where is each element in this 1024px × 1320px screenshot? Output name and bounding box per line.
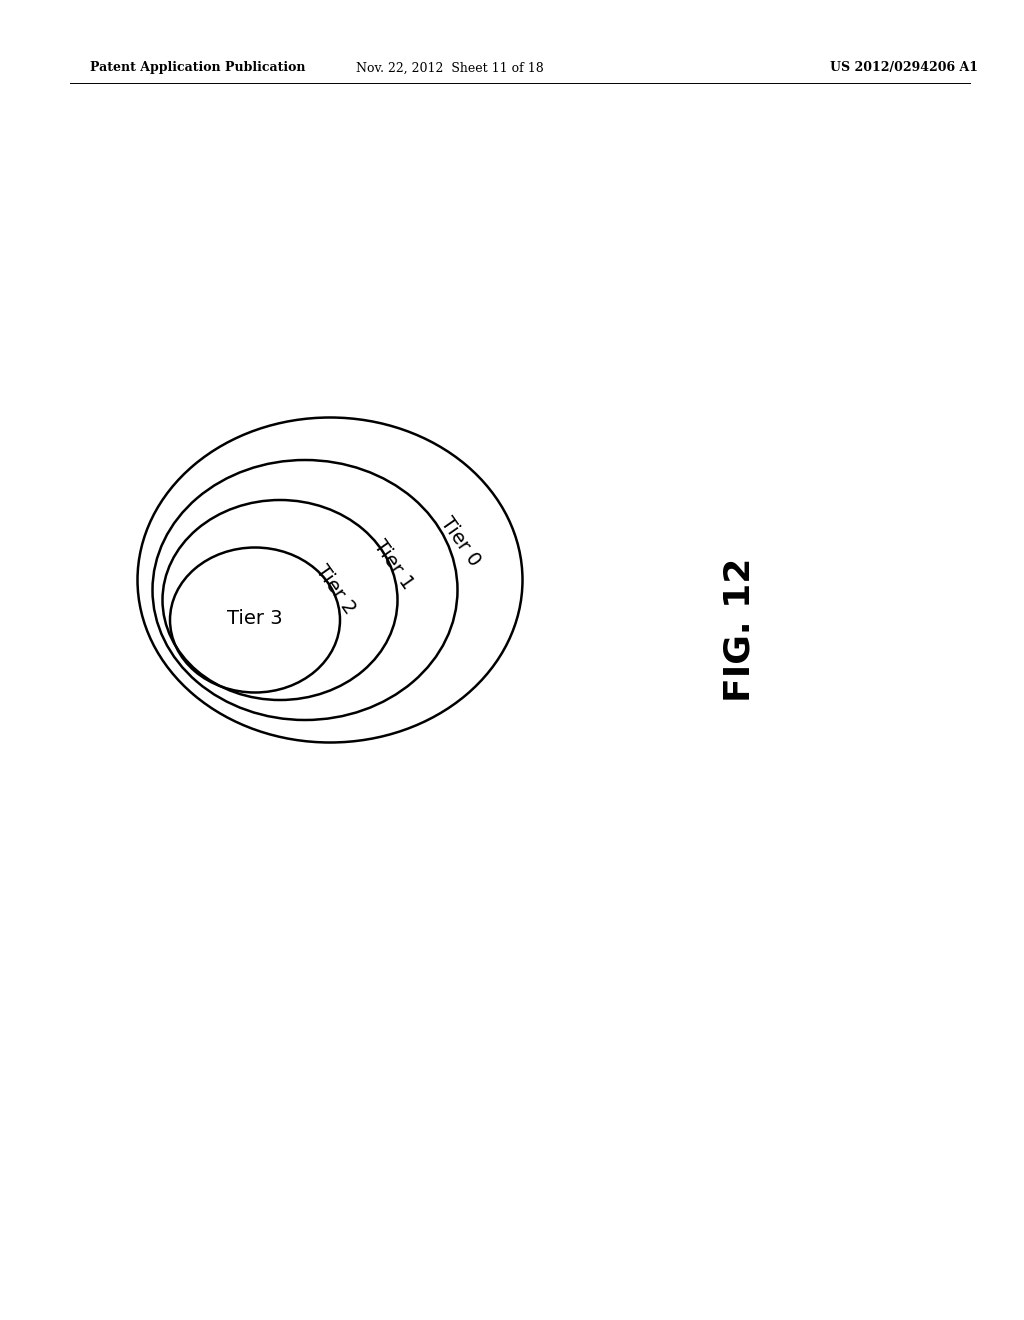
Text: Tier 3: Tier 3 xyxy=(227,609,283,627)
Text: Tier 0: Tier 0 xyxy=(436,513,483,570)
Text: Nov. 22, 2012  Sheet 11 of 18: Nov. 22, 2012 Sheet 11 of 18 xyxy=(356,62,544,74)
Text: US 2012/0294206 A1: US 2012/0294206 A1 xyxy=(830,62,978,74)
Text: Patent Application Publication: Patent Application Publication xyxy=(90,62,305,74)
Text: Tier 2: Tier 2 xyxy=(311,562,358,618)
Text: Tier 1: Tier 1 xyxy=(370,537,417,593)
Text: FIG. 12: FIG. 12 xyxy=(723,558,757,702)
